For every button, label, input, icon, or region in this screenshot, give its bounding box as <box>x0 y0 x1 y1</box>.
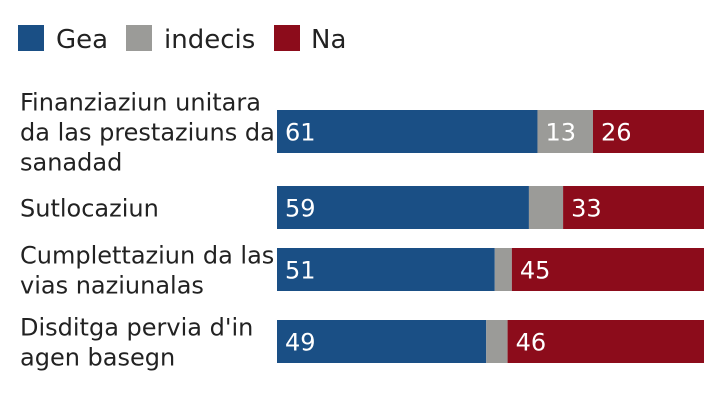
category-label-0-line-2: sanadad <box>20 149 122 177</box>
category-label-1-line-0: Sutlocaziun <box>20 195 159 223</box>
data-label-na-0: 26 <box>601 119 632 147</box>
category-label-0-line-0: Finanziaziun unitara <box>20 89 261 117</box>
bar-na-3 <box>507 320 704 363</box>
category-label-2-line-1: vias naziunalas <box>20 272 204 300</box>
bar-indecis-1 <box>528 186 564 229</box>
legend-swatch-indecis <box>126 25 152 51</box>
data-label-na-1: 33 <box>571 195 602 223</box>
bar-na-0 <box>592 110 704 153</box>
bar-indecis-3 <box>486 320 508 363</box>
data-label-gea-0: 61 <box>285 119 316 147</box>
legend-label-indecis: indecis <box>164 25 255 55</box>
legend-label-na: Na <box>311 25 346 55</box>
category-label-3-line-1: agen basegn <box>20 344 175 372</box>
category-label-2-line-0: Cumplettaziun da las <box>20 242 274 270</box>
data-label-gea-2: 51 <box>285 257 316 285</box>
bar-gea-3 <box>277 320 487 363</box>
legend-swatch-na <box>274 25 300 51</box>
category-label-0-line-1: da las prestaziuns da <box>20 119 275 147</box>
bar-gea-2 <box>277 248 495 291</box>
data-label-indecis-0: 13 <box>545 119 576 147</box>
bar-indecis-2 <box>494 248 512 291</box>
data-label-gea-1: 59 <box>285 195 316 223</box>
legend-label-gea: Gea <box>56 25 108 55</box>
bar-na-2 <box>511 248 704 291</box>
data-label-na-2: 45 <box>520 257 551 285</box>
data-label-gea-3: 49 <box>285 329 316 357</box>
bar-gea-0 <box>277 110 538 153</box>
bar-indecis-0 <box>537 110 593 153</box>
legend-swatch-gea <box>18 25 44 51</box>
bar-gea-1 <box>277 186 529 229</box>
data-label-na-3: 46 <box>516 329 547 357</box>
category-label-3-line-0: Disditga pervia d'in <box>20 314 253 342</box>
bar-na-1 <box>563 186 704 229</box>
